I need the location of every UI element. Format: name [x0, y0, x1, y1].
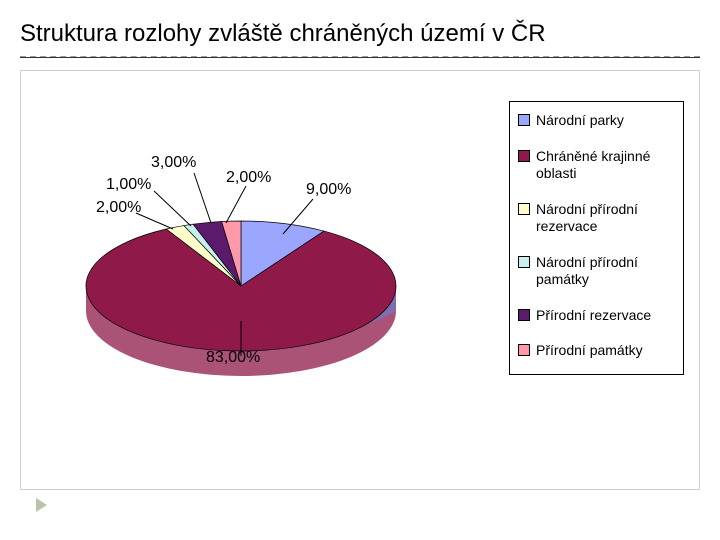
- label-narodni-parky: 9,00%: [306, 181, 351, 199]
- legend-item: Národní parky: [518, 112, 675, 130]
- legend-label: Národní přírodní památky: [536, 254, 675, 289]
- legend-swatch: [518, 150, 530, 162]
- legend-label: Přírodní rezervace: [536, 307, 651, 325]
- legend-swatch: [518, 309, 530, 321]
- legend-label: Chráněné krajinné oblasti: [536, 148, 675, 183]
- legend-item: Chráněné krajinné oblasti: [518, 148, 675, 183]
- legend-label: Národní parky: [536, 112, 624, 130]
- legend-swatch: [518, 203, 530, 215]
- label-npr: 2,00%: [96, 199, 141, 217]
- legend-label: Národní přírodní rezervace: [536, 201, 675, 236]
- legend-item: Národní přírodní rezervace: [518, 201, 675, 236]
- page-title: Struktura rozlohy zvláště chráněných úze…: [20, 20, 700, 58]
- legend-label: Přírodní památky: [536, 342, 643, 360]
- legend-item: Přírodní památky: [518, 342, 675, 360]
- label-npp: 1,00%: [106, 176, 151, 194]
- legend-swatch: [518, 256, 530, 268]
- label-chko: 83,00%: [206, 349, 260, 367]
- legend-item: Přírodní rezervace: [518, 307, 675, 325]
- bullet-icon: [36, 498, 47, 512]
- legend-item: Národní přírodní památky: [518, 254, 675, 289]
- chart-container: 9,00% 83,00% 2,00% 1,00% 3,00% 2,00% Nár…: [20, 70, 700, 490]
- legend-swatch: [518, 344, 530, 356]
- pie-chart: 9,00% 83,00% 2,00% 1,00% 3,00% 2,00%: [51, 121, 431, 401]
- chart-legend: Národní parky Chráněné krajinné oblasti …: [509, 101, 684, 375]
- label-pr: 3,00%: [151, 154, 196, 172]
- label-pp: 2,00%: [226, 169, 271, 187]
- legend-swatch: [518, 114, 530, 126]
